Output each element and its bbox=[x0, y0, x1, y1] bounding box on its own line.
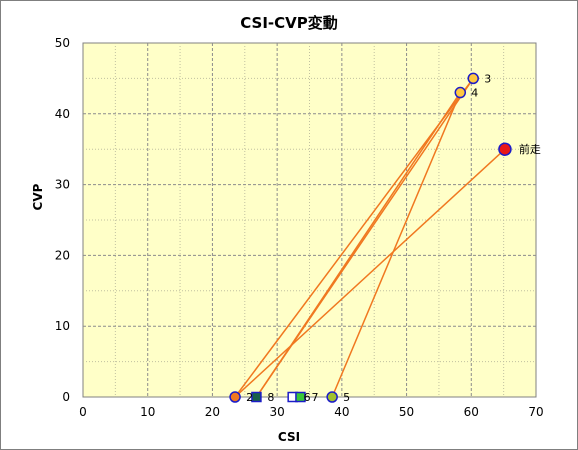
data-point-marker bbox=[454, 86, 467, 99]
data-point-label: 6 bbox=[304, 391, 311, 404]
data-point-label: 3 bbox=[484, 72, 491, 85]
data-point-marker bbox=[498, 142, 512, 156]
tick-labels: 0 10 20 30 40 50 60 70 0 10 20 30 40 50 bbox=[55, 36, 544, 419]
x-tick-label: 10 bbox=[140, 405, 155, 419]
x-tick-label: 40 bbox=[334, 405, 349, 419]
y-axis-title: CVP bbox=[31, 183, 45, 210]
y-tick-label: 40 bbox=[55, 107, 70, 121]
y-tick-label: 50 bbox=[55, 36, 70, 50]
data-point-label: 4 bbox=[471, 87, 478, 100]
data-point-marker bbox=[251, 391, 262, 403]
x-tick-label: 20 bbox=[205, 405, 220, 419]
grid-lines bbox=[83, 43, 536, 397]
x-tick-label: 0 bbox=[79, 405, 87, 419]
series-lines bbox=[234, 77, 506, 398]
y-tick-label: 10 bbox=[55, 319, 70, 333]
data-point-label: 8 bbox=[267, 391, 274, 404]
series-line-segment bbox=[255, 92, 461, 398]
x-tick-label: 60 bbox=[464, 405, 479, 419]
data-point-marker bbox=[229, 391, 241, 403]
y-tick-label: 30 bbox=[55, 178, 70, 192]
data-point-label: 5 bbox=[343, 391, 350, 404]
x-tick-label: 50 bbox=[399, 405, 414, 419]
series-line-segment bbox=[234, 148, 506, 398]
data-point-marker bbox=[467, 72, 479, 85]
series-line-segment bbox=[331, 92, 461, 398]
data-point-marker bbox=[326, 391, 338, 403]
x-axis-title: CSI bbox=[278, 430, 300, 444]
data-point-marker bbox=[295, 391, 306, 403]
data-point-label: 前走 bbox=[519, 142, 541, 156]
y-tick-label: 0 bbox=[62, 390, 70, 404]
y-tick-label: 20 bbox=[55, 248, 70, 262]
x-tick-label: 70 bbox=[528, 405, 543, 419]
chart-title: CSI-CVP変動 bbox=[240, 14, 338, 32]
point-labels: 前走 2 34 5 6 7 8 bbox=[246, 72, 541, 404]
data-point-label: 7 bbox=[311, 391, 318, 404]
data-point-label: 2 bbox=[246, 391, 253, 404]
data-points bbox=[229, 72, 512, 403]
x-tick-label: 30 bbox=[270, 405, 285, 419]
